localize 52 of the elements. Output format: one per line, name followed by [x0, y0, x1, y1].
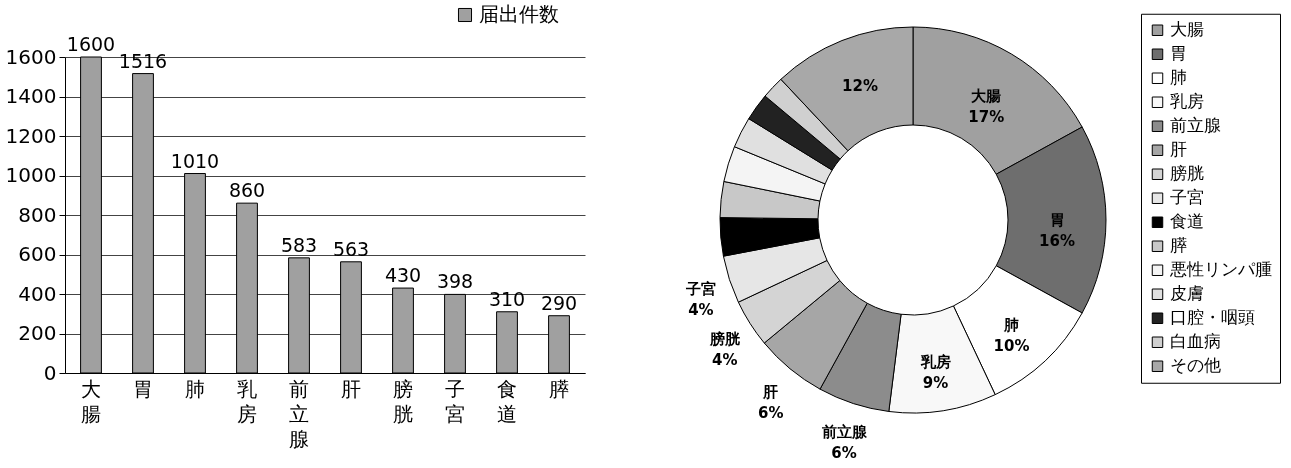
legend-label: 乳房: [1170, 91, 1204, 112]
x-tick-label: 膀胱: [393, 376, 413, 426]
data-label: 肺 10%: [993, 315, 1030, 355]
y-tick-label: 400: [18, 281, 57, 306]
x-tick-label: 肝: [341, 376, 361, 401]
y-tick-label: 1200: [5, 123, 57, 148]
legend-label: 膵: [1170, 235, 1187, 256]
x-tick-label: 大腸: [81, 376, 101, 426]
x-tick-label: 胃: [133, 376, 153, 401]
x-tick-label: 前立腺: [289, 376, 309, 451]
data-label: 肝 6%: [758, 382, 784, 422]
legend-label: 胃: [1170, 43, 1187, 64]
y-tick-label: 1600: [5, 44, 57, 69]
legend-label: 大腸: [1170, 19, 1204, 40]
y-tick-label: 800: [18, 202, 57, 227]
data-label: 430: [384, 264, 422, 287]
data-label: 290: [540, 291, 578, 314]
data-label: 乳房 9%: [919, 353, 951, 393]
x-tick-label: 乳房: [237, 376, 257, 426]
y-tick-label: 1000: [5, 163, 57, 187]
data-label: 前立腺 6%: [820, 423, 868, 463]
data-label: 子宮 4%: [684, 279, 716, 319]
legend-label: 白血病: [1170, 331, 1221, 352]
data-label: 大腸 17%: [968, 87, 1005, 127]
data-label: 398: [436, 270, 474, 293]
data-label: 1010: [170, 149, 220, 172]
legend-label: 届出件数: [479, 2, 559, 26]
legend-label: 口腔・咽頭: [1170, 307, 1255, 328]
legend-label: 悪性リンパ腫: [1169, 259, 1272, 280]
x-tick-label: 食道: [497, 376, 517, 426]
data-label: 563: [332, 237, 370, 260]
x-tick-label: 膵: [549, 376, 569, 401]
legend-label: 肝: [1170, 139, 1187, 160]
data-label: 胃 16%: [1039, 211, 1075, 250]
y-tick-label: 0: [43, 360, 57, 385]
legend-label: 子宮: [1170, 187, 1204, 208]
x-tick-label: 肺: [185, 376, 205, 401]
data-label: 583: [280, 233, 318, 256]
data-label: 1600: [66, 33, 116, 55]
data-label: 860: [228, 179, 266, 202]
legend-label: 膀胱: [1170, 163, 1204, 184]
x-tick-label: 子宮: [445, 376, 465, 426]
legend-label: 食道: [1170, 211, 1204, 232]
y-tick-label: 600: [18, 242, 57, 266]
legend-label: その他: [1170, 355, 1221, 376]
legend-label: 前立腺: [1170, 115, 1221, 136]
legend-label: 皮膚: [1170, 283, 1204, 304]
data-label: 膀胱 4%: [708, 330, 741, 370]
y-tick-label: 1400: [5, 84, 57, 108]
data-label: 12%: [842, 77, 878, 96]
y-tick-label: 200: [18, 321, 57, 345]
legend-label: 肺: [1170, 67, 1187, 88]
